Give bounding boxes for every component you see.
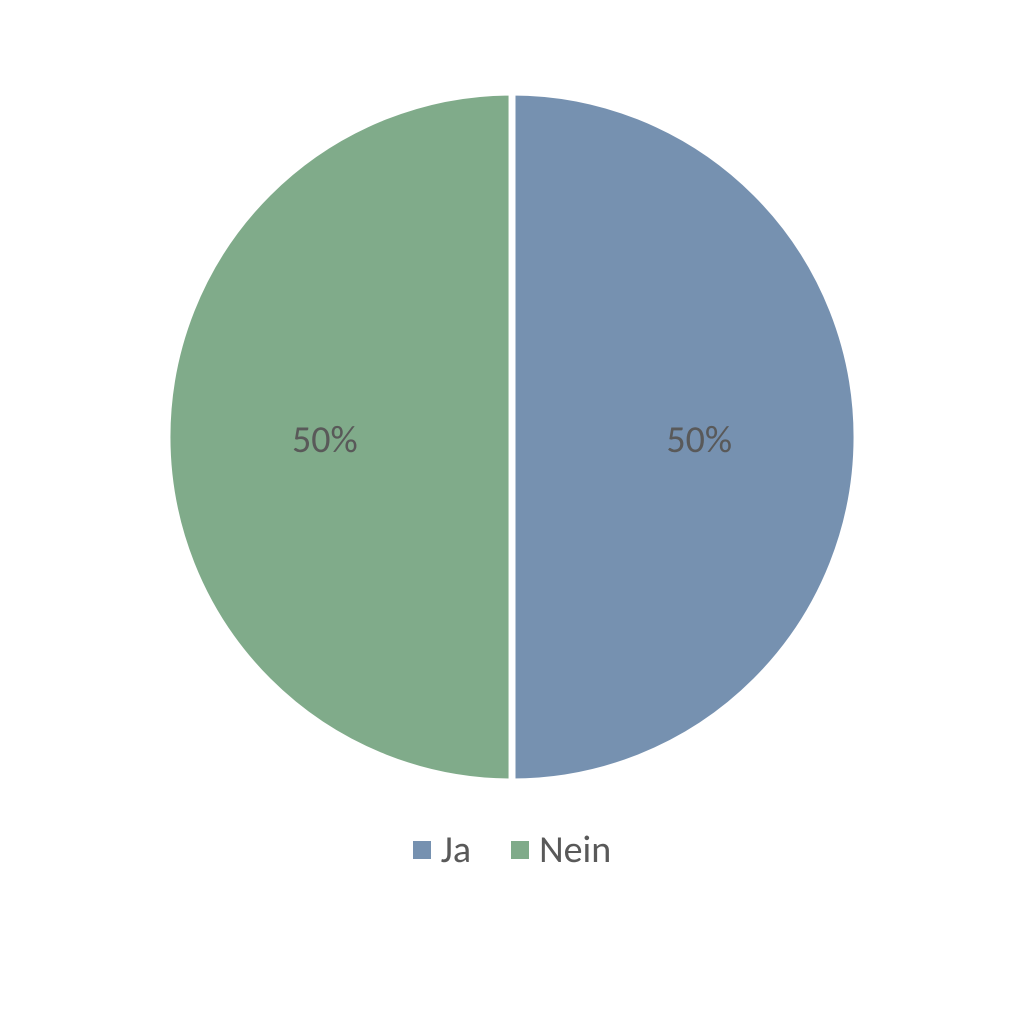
chart-legend: Ja Nein [413,827,611,873]
slice-label-ja: 50% [666,417,732,463]
legend-swatch-ja [413,841,431,859]
legend-label-nein: Nein [539,827,611,873]
pie-chart-container: 50% 50% [167,92,857,782]
legend-swatch-nein [511,841,529,859]
legend-label-ja: Ja [441,827,471,873]
pie-chart [167,92,857,782]
legend-item-ja: Ja [413,827,471,873]
slice-label-nein: 50% [292,417,358,463]
legend-item-nein: Nein [511,827,611,873]
